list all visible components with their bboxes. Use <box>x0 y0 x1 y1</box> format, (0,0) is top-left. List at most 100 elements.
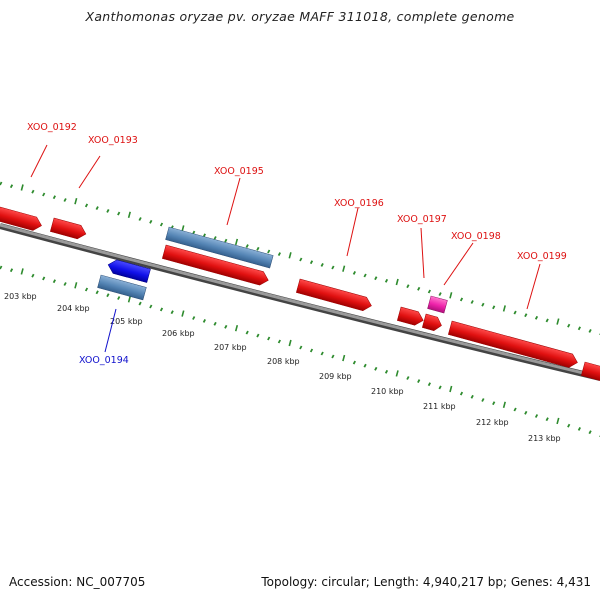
scale-label: 211 kbp <box>423 402 456 411</box>
gene-label[interactable]: XOO_0196 <box>334 198 384 209</box>
minor-tick <box>149 304 153 309</box>
gene-XOO_0195[interactable] <box>161 244 270 287</box>
major-tick <box>234 324 239 332</box>
scale-label: 203 kbp <box>4 292 37 301</box>
minor-tick <box>363 363 367 368</box>
minor-tick <box>277 252 281 257</box>
minor-tick <box>331 265 335 270</box>
minor-tick <box>42 192 46 197</box>
minor-tick <box>159 307 164 312</box>
minor-tick <box>534 414 539 418</box>
minor-tick <box>492 401 496 406</box>
rna-gene-block-lower[interactable] <box>97 274 147 301</box>
minor-tick <box>374 276 378 281</box>
rna-gene-block[interactable] <box>165 226 274 269</box>
minor-tick <box>149 219 153 224</box>
major-tick <box>502 401 506 409</box>
minor-tick <box>192 316 196 320</box>
major-tick <box>449 292 453 299</box>
scale-label: 210 kbp <box>371 387 404 396</box>
gene-XOO_0194[interactable] <box>106 258 151 283</box>
minor-tick <box>524 313 528 318</box>
gene-XOO_0197[interactable] <box>427 295 448 314</box>
gene-XOO_0196[interactable] <box>295 278 373 313</box>
minor-tick <box>138 217 142 221</box>
minor-tick <box>63 282 67 286</box>
minor-tick <box>352 270 356 275</box>
leader-line-XOO_0196 <box>346 207 359 257</box>
minor-tick <box>438 385 442 390</box>
gene-label[interactable]: XOO_0193 <box>88 135 138 146</box>
minor-tick <box>309 260 314 265</box>
minor-tick <box>245 244 249 249</box>
gene-label[interactable]: XOO_0192 <box>27 122 77 133</box>
gene-small-forward[interactable] <box>396 306 425 327</box>
minor-tick <box>106 208 110 213</box>
minor-tick <box>256 246 260 251</box>
gene-XOO_0192[interactable] <box>0 206 43 232</box>
minor-tick <box>31 189 35 194</box>
minor-tick <box>84 287 89 292</box>
minor-tick <box>481 398 485 402</box>
minor-tick <box>320 262 324 267</box>
page-title: Xanthomonas oryzae pv. oryzae MAFF 31101… <box>85 9 515 24</box>
minor-tick <box>384 369 389 374</box>
gene-XOO_0199[interactable] <box>447 320 579 369</box>
minor-tick <box>138 301 142 306</box>
gene-label[interactable]: XOO_0194 <box>79 355 129 366</box>
leader-line-XOO_0193 <box>78 155 101 189</box>
minor-tick <box>492 305 496 310</box>
minor-tick <box>117 296 121 300</box>
outer-tick-row <box>0 181 600 335</box>
minor-tick <box>588 328 592 333</box>
major-tick <box>342 354 346 362</box>
minor-tick <box>267 249 271 254</box>
minor-tick <box>567 423 571 428</box>
minor-tick <box>95 206 99 211</box>
minor-tick <box>95 290 99 295</box>
minor-tick <box>224 324 228 329</box>
minor-tick <box>245 330 249 335</box>
gene-label[interactable]: XOO_0198 <box>451 231 501 242</box>
gene-edge-forward[interactable] <box>580 361 600 384</box>
major-tick <box>502 305 506 312</box>
minor-tick <box>438 292 442 297</box>
gene-labels: XOO_0192 XOO_0193 XOO_0195 XOO_0196 XOO_… <box>27 122 567 366</box>
minor-tick <box>588 430 592 435</box>
minor-tick <box>427 382 431 387</box>
minor-tick <box>481 302 485 307</box>
minor-tick <box>63 198 67 202</box>
minor-tick <box>224 238 228 243</box>
gene-XOO_0198[interactable] <box>421 313 443 332</box>
minor-tick <box>0 265 3 270</box>
minor-tick <box>117 211 121 216</box>
gene-XOO_0193[interactable] <box>49 217 87 241</box>
gene-label[interactable]: XOO_0195 <box>214 166 264 177</box>
scale-label: 207 kbp <box>214 343 247 352</box>
major-tick <box>74 197 78 205</box>
minor-tick <box>545 417 549 422</box>
minor-tick <box>267 336 271 341</box>
minor-tick <box>427 289 431 294</box>
accession-text: Accession: NC_007705 <box>9 575 146 589</box>
minor-tick <box>352 360 356 365</box>
leader-line-XOO_0194 <box>104 308 117 353</box>
minor-tick <box>213 321 217 326</box>
minor-tick <box>277 339 281 344</box>
gene-label[interactable]: XOO_0199 <box>517 251 567 262</box>
genome-summary-text: Topology: circular; Length: 4,940,217 bp… <box>261 575 591 589</box>
minor-tick <box>202 318 206 323</box>
minor-tick <box>170 310 174 315</box>
leader-line-XOO_0198 <box>443 242 474 286</box>
minor-tick <box>459 297 464 302</box>
minor-tick <box>31 273 35 278</box>
minor-tick <box>417 286 421 291</box>
leader-line-XOO_0192 <box>30 144 48 178</box>
gene-label[interactable]: XOO_0197 <box>397 214 447 225</box>
minor-tick <box>9 268 14 273</box>
minor-tick <box>320 351 324 356</box>
minor-tick <box>406 284 410 289</box>
leader-line-XOO_0195 <box>226 177 241 226</box>
minor-tick <box>84 203 89 208</box>
genome-backbone <box>0 223 600 381</box>
